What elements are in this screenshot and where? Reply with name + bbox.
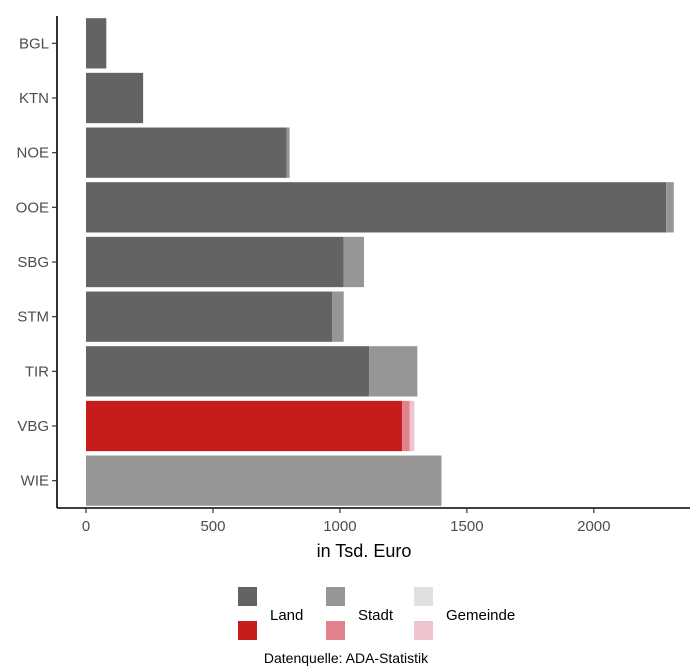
bar-stm-land (86, 291, 333, 342)
x-tick-label-1500: 1500 (450, 518, 483, 535)
legend-label-gemeinde: Gemeinde (446, 607, 515, 624)
legend-label-stadt: Stadt (358, 607, 394, 624)
legend-key-stadt-highlight (326, 621, 345, 640)
bar-vbg-stadt (402, 400, 410, 452)
y-tick-label-sbg: SBG (17, 254, 49, 271)
x-axis: 0 500 1000 1500 2000 (57, 507, 690, 535)
bar-noe-land (86, 127, 287, 178)
x-tick-label-2000: 2000 (577, 518, 610, 535)
bar-wie-stadt (86, 455, 442, 506)
legend-label-land: Land (270, 607, 303, 624)
y-tick-label-ktn: KTN (19, 90, 49, 107)
legend-key-stadt (326, 587, 345, 606)
x-tick-label-500: 500 (200, 518, 225, 535)
y-tick-label-vbg: VBG (17, 418, 49, 435)
bar-sbg-stadt (343, 236, 365, 288)
bar-vbg-land (86, 400, 403, 452)
bars-group (86, 18, 674, 506)
y-tick-label-ooe: OOE (16, 199, 49, 216)
bar-ooe-land (86, 182, 667, 233)
bar-ooe-stadt (666, 182, 674, 233)
legend-key-gemeinde-highlight (414, 621, 433, 640)
bar-bgl-land (86, 18, 107, 69)
y-tick-label-tir: TIR (25, 363, 49, 380)
x-tick-label-0: 0 (82, 518, 90, 535)
legend-key-land-highlight (238, 621, 257, 640)
bar-noe-stadt (286, 127, 290, 178)
bar-vbg-gemeinde (409, 400, 415, 452)
bar-ktn-land (86, 72, 144, 124)
y-tick-label-stm: STM (17, 309, 49, 326)
legend-key-land (238, 587, 257, 606)
y-tick-label-noe: NOE (16, 145, 49, 162)
x-tick-label-1000: 1000 (323, 518, 356, 535)
legend: Land Stadt Gemeinde (238, 587, 515, 640)
caption-source: Datenquelle: ADA-Statistik (264, 650, 429, 666)
bar-sbg-land (86, 236, 344, 288)
y-tick-label-wie: WIE (21, 473, 49, 490)
y-tick-label-bgl: BGL (19, 35, 49, 52)
bar-tir-stadt (369, 346, 418, 397)
legend-key-gemeinde (414, 587, 433, 606)
bar-tir-land (86, 346, 370, 397)
bar-stm-stadt (332, 291, 344, 342)
y-axis: BGL KTN NOE OOE SBG STM TIR VBG WIE (16, 16, 58, 508)
x-axis-title: in Tsd. Euro (317, 541, 412, 561)
